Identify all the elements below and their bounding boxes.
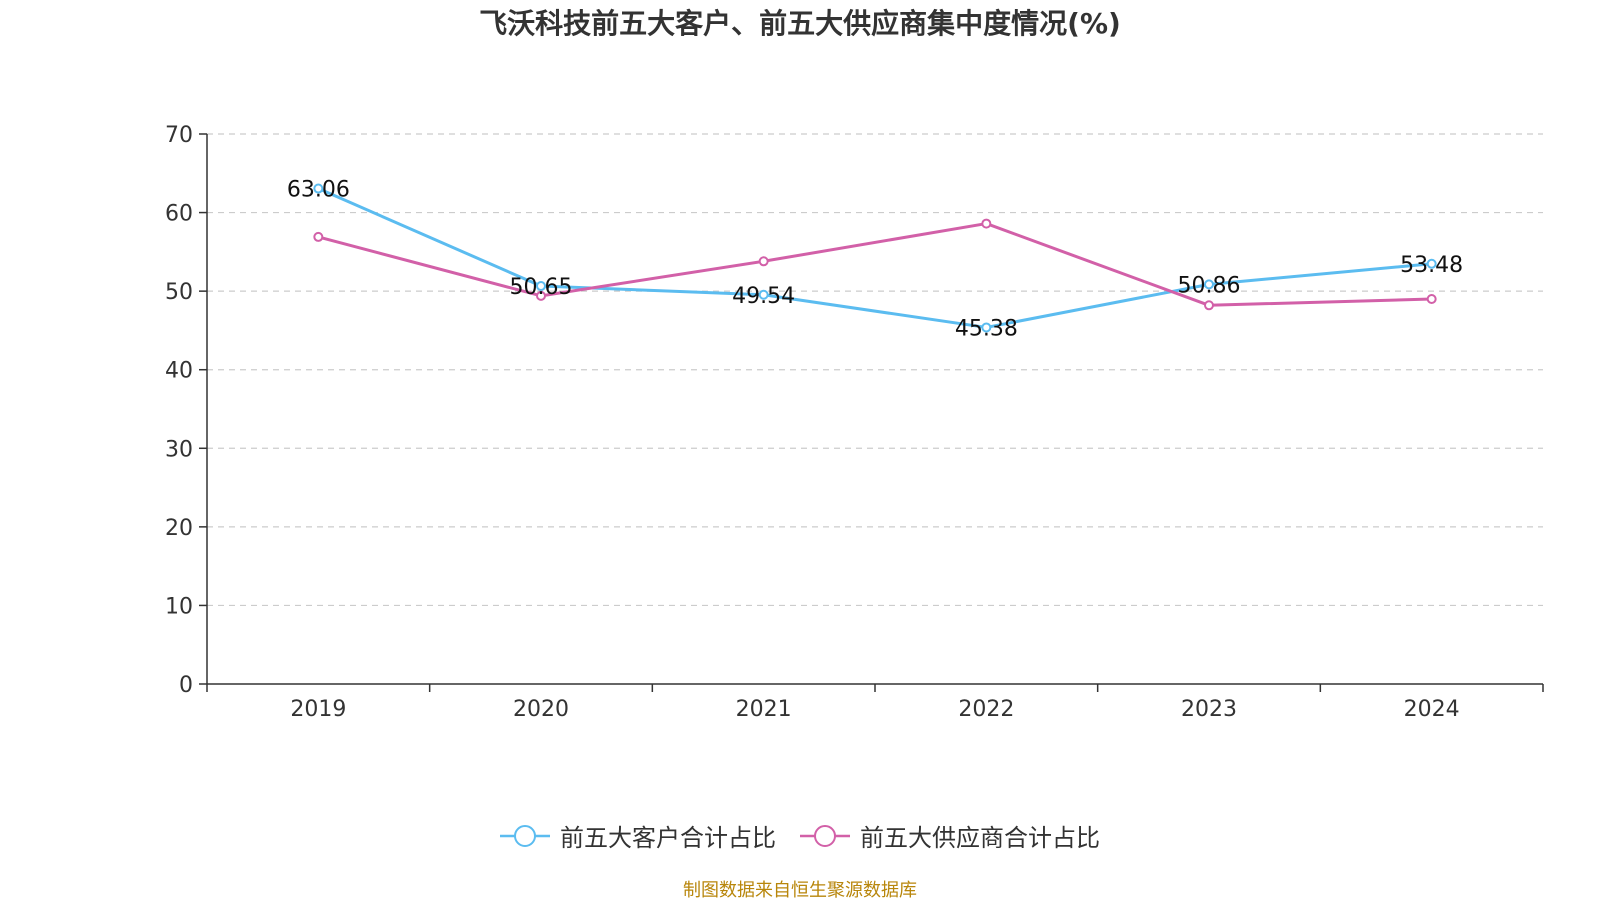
chart-title: 飞沃科技前五大客户、前五大供应商集中度情况(%) [479, 7, 1121, 40]
data-label: 50.65 [510, 275, 573, 300]
data-label: 45.38 [955, 316, 1018, 341]
legend-label-customers: 前五大客户合计占比 [560, 824, 776, 852]
data-point [536, 290, 546, 301]
legend-item-customers[interactable]: 前五大客户合计占比 [500, 818, 776, 853]
data-label: 63.06 [287, 178, 350, 203]
x-tick-label: 2024 [1404, 697, 1460, 722]
data-point [313, 183, 324, 194]
y-tick-label: 60 [165, 202, 193, 227]
x-tick-label: 2021 [736, 697, 792, 722]
x-tick-label: 2019 [290, 697, 346, 722]
axes: 0 10 20 30 40 50 60 70 2019 2020 2021 2022 2023 2024 [165, 123, 1544, 722]
grid-lines [207, 133, 1543, 607]
legend-line-circle-icon [800, 824, 850, 847]
data-label: 53.48 [1400, 253, 1463, 278]
x-tick-label: 2023 [1181, 697, 1237, 722]
y-tick-label: 40 [165, 359, 193, 384]
data-point [1426, 294, 1437, 304]
data-labels: 63.06 50.65 49.54 45.38 50.86 53.48 [287, 178, 1463, 342]
data-label: 50.86 [1178, 273, 1241, 298]
x-tick-label: 2022 [958, 697, 1014, 722]
y-tick-label: 0 [179, 673, 193, 698]
data-point [1426, 258, 1437, 269]
x-tick-label: 2020 [513, 697, 569, 722]
legend-item-suppliers[interactable]: 前五大供应商合计占比 [800, 818, 1100, 853]
y-tick-label: 10 [165, 594, 193, 619]
series-line-suppliers [317, 222, 1432, 307]
legend-line-circle-icon [500, 824, 550, 847]
series-line-customers [317, 187, 1432, 329]
data-point [313, 231, 324, 242]
legend: 前五大客户合计占比 前五大供应商合计占比 [0, 818, 1600, 853]
data-point [758, 256, 769, 267]
data-label: 49.54 [732, 284, 795, 309]
data-point [981, 322, 992, 333]
y-tick-label: 30 [165, 437, 193, 462]
data-point [981, 218, 992, 229]
y-tick-label: 20 [165, 516, 193, 541]
legend-label-suppliers: 前五大供应商合计占比 [860, 824, 1100, 852]
series-lines [313, 183, 1437, 333]
y-tick-label: 70 [165, 123, 193, 148]
data-point [1204, 279, 1214, 290]
source-note: 制图数据来自恒生聚源数据库 [683, 880, 917, 901]
data-point [758, 289, 769, 300]
data-point [536, 281, 546, 292]
y-tick-label: 50 [165, 280, 193, 305]
data-point [1204, 300, 1214, 311]
